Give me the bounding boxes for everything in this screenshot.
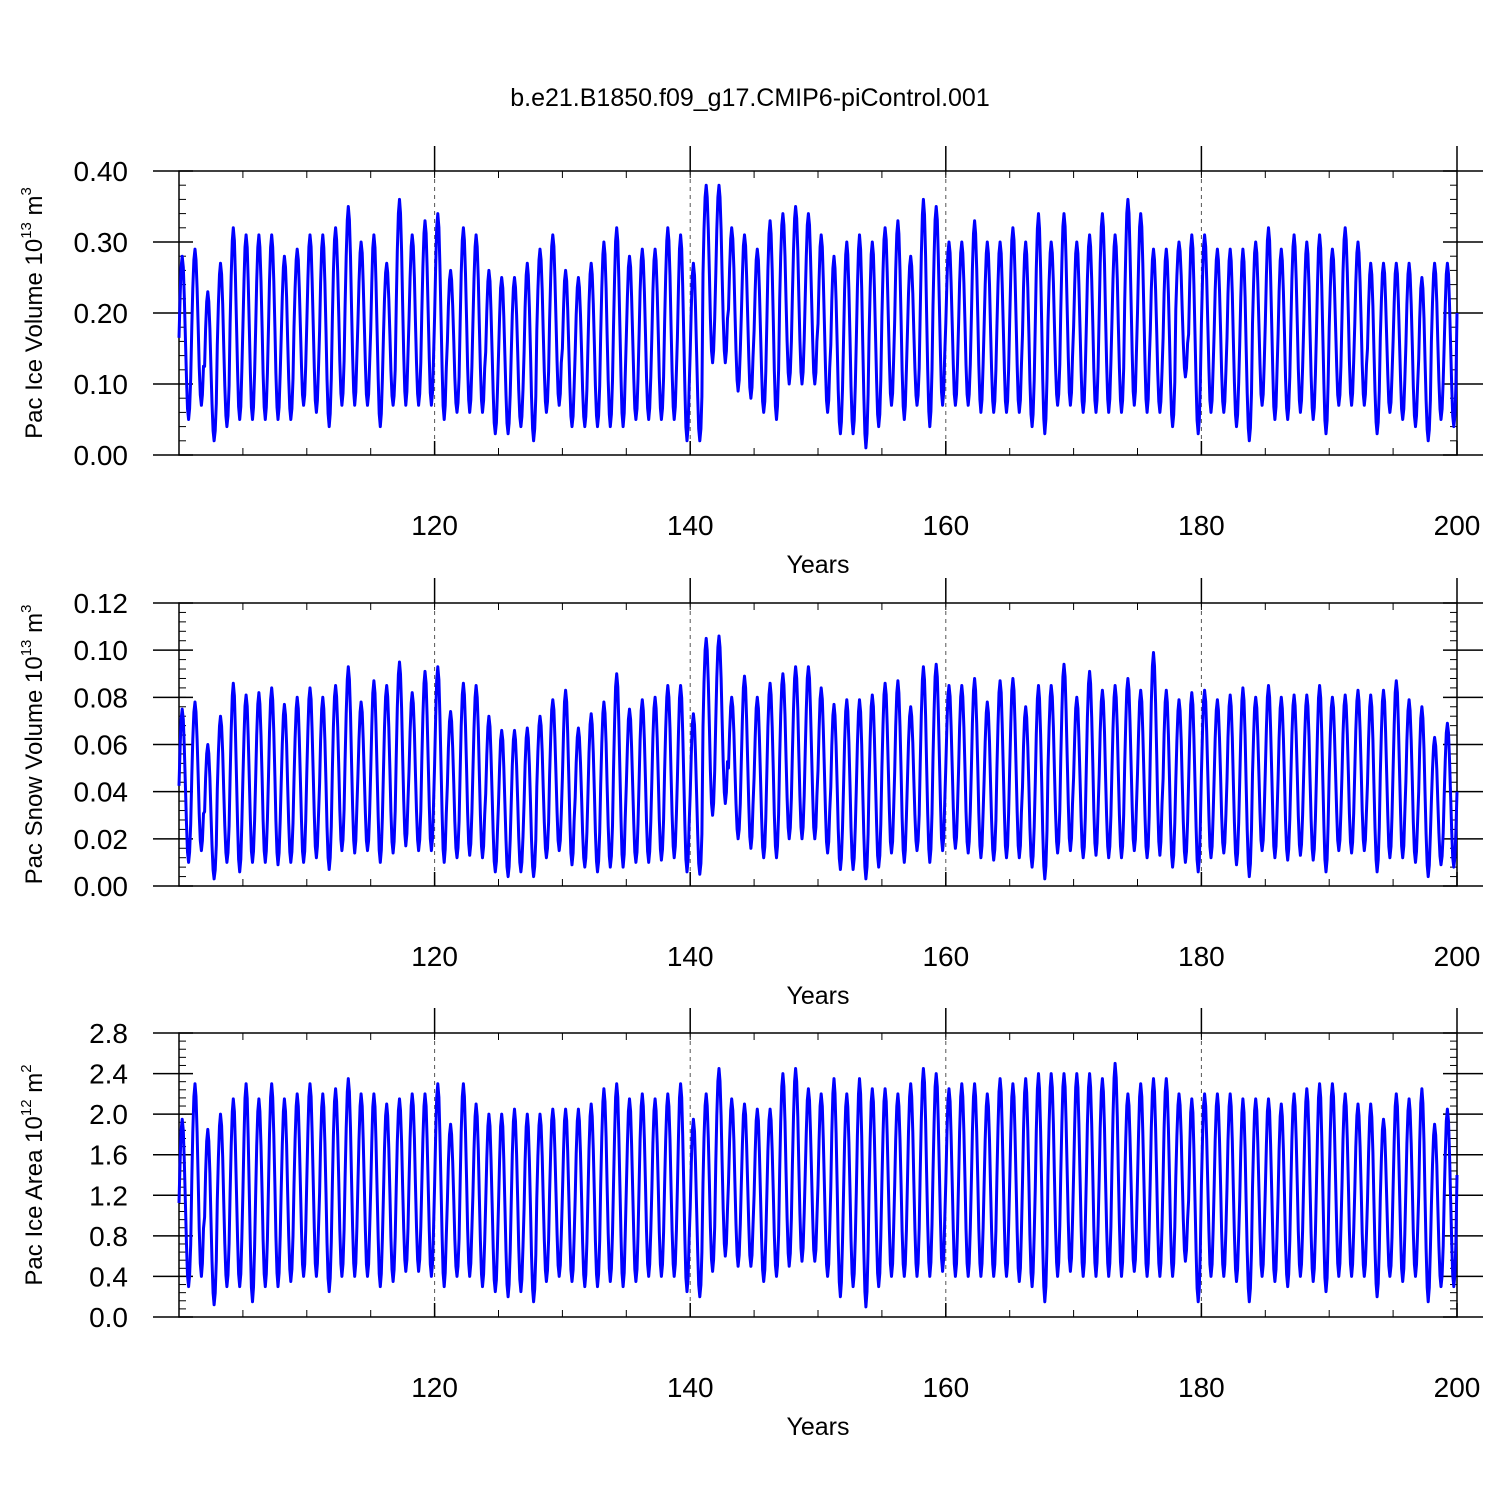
y-tick-label: 0.06 (74, 730, 129, 761)
y-axis-label-exponent: 13 (18, 222, 35, 239)
series-line (177, 1061, 1459, 1309)
y-tick-label: 0.8 (89, 1221, 128, 1252)
x-axis-label: Years (786, 551, 849, 579)
y-axis-label-text: Pac Snow Volume 10 (21, 656, 48, 884)
y-tick-label: 0.08 (74, 682, 129, 713)
y-tick-label: 2.8 (89, 1018, 128, 1049)
y-tick-label: 0.4 (89, 1261, 128, 1292)
y-tick-label: 0.00 (74, 440, 129, 471)
x-axis-label: Years (786, 982, 849, 1010)
panel-1: 120 140 160 180 200 0.00 0.10 0.20 0.30 0.40 Years… (18, 146, 1483, 579)
x-tick-label: 200 (1434, 1372, 1481, 1403)
y-axis-label-unit: m (21, 1073, 48, 1100)
x-tick-label: 180 (1178, 941, 1225, 972)
x-tick-label: 160 (922, 1372, 969, 1403)
y-tick-label: 0.04 (74, 777, 129, 808)
y-tick-label: 1.2 (89, 1180, 128, 1211)
x-tick-label: 120 (411, 941, 458, 972)
y-tick-label: 0.00 (74, 871, 129, 902)
x-tick-label: 180 (1178, 1372, 1225, 1403)
y-tick-label: 0.0 (89, 1302, 128, 1333)
y-tick-label: 0.40 (74, 156, 129, 187)
x-tick-label: 140 (667, 941, 714, 972)
y-tick-label: 0.20 (74, 298, 129, 329)
y-tick-label: 2.4 (89, 1059, 128, 1090)
y-axis-label-unit: m (21, 195, 48, 222)
y-axis-label-unit-exponent: 2 (18, 1064, 35, 1072)
y-axis-label: Pac Ice Volume 1013 m3 (18, 187, 48, 439)
y-tick-label: 2.0 (89, 1099, 128, 1130)
x-tick-label: 200 (1434, 510, 1481, 541)
x-tick-label: 120 (411, 1372, 458, 1403)
y-axis-label-unit: m (21, 613, 48, 640)
x-tick-label: 120 (411, 510, 458, 541)
panel-3: 120 140 160 180 200 0.0 0.4 0.8 1.2 1.6 2.0 2.4 2.8 Y… (18, 1008, 1483, 1441)
y-tick-label: 0.30 (74, 227, 129, 258)
y-tick-label: 0.10 (74, 369, 129, 400)
x-tick-label: 160 (922, 510, 969, 541)
y-axis-label-exponent: 12 (18, 1099, 35, 1116)
y-axis-label: Pac Snow Volume 1013 m3 (18, 605, 48, 885)
panel-2: 120 140 160 180 200 0.00 0.02 0.04 0.06 0.08 0.10 0… (18, 578, 1483, 1010)
x-tick-label: 160 (922, 941, 969, 972)
y-tick-label: 0.10 (74, 635, 129, 666)
y-axis-label-unit-exponent: 3 (18, 187, 35, 195)
x-tick-label: 200 (1434, 941, 1481, 972)
y-axis-label-text: Pac Ice Volume 10 (21, 239, 48, 439)
series-line (177, 634, 1459, 881)
y-axis-label: Pac Ice Area 1012 m2 (18, 1064, 48, 1285)
y-axis-label-exponent: 13 (18, 640, 35, 657)
x-axis-label: Years (786, 1413, 849, 1441)
y-axis-label-text: Pac Ice Area 10 (21, 1116, 48, 1285)
y-tick-label: 0.02 (74, 824, 129, 855)
series-line (177, 183, 1459, 450)
y-axis-label-unit-exponent: 3 (18, 605, 35, 613)
y-tick-label: 0.12 (74, 588, 129, 619)
chart-title: b.e21.B1850.f09_g17.CMIP6-piControl.001 (510, 84, 990, 112)
x-tick-label: 180 (1178, 510, 1225, 541)
y-tick-label: 1.6 (89, 1140, 128, 1171)
x-tick-label: 140 (667, 510, 714, 541)
x-tick-label: 140 (667, 1372, 714, 1403)
